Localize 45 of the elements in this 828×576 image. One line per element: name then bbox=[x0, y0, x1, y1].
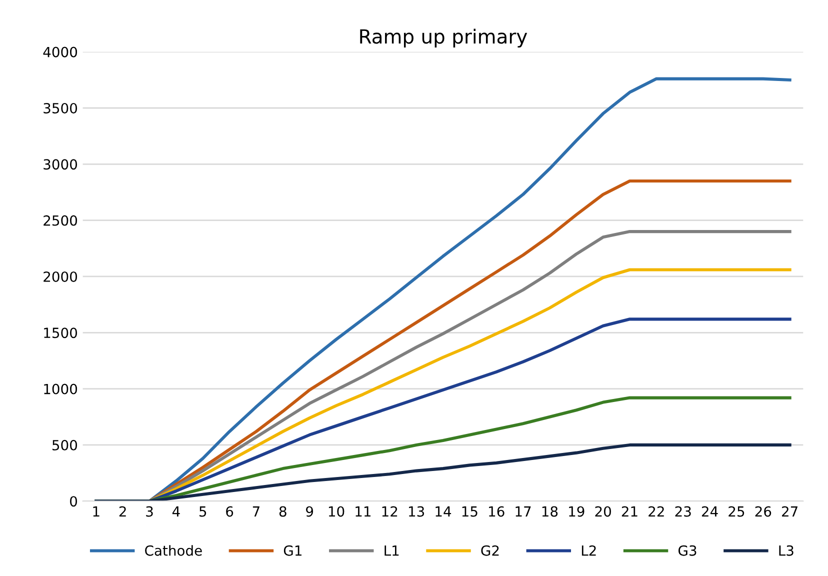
x-tick-label: 20 bbox=[595, 506, 611, 517]
x-tick-label: 24 bbox=[702, 506, 718, 517]
x-tick-label: 12 bbox=[382, 506, 398, 517]
x-tick-label: 27 bbox=[782, 506, 798, 517]
x-tick-label: 6 bbox=[226, 506, 234, 517]
x-tick-label: 25 bbox=[728, 506, 744, 517]
legend-label: Cathode bbox=[145, 545, 202, 556]
x-tick-label: 1 bbox=[93, 506, 100, 517]
x-tick-label: 4 bbox=[172, 506, 180, 517]
x-tick-label: 19 bbox=[569, 506, 584, 517]
y-tick-label: 2500 bbox=[44, 215, 78, 226]
x-tick-label: 18 bbox=[542, 506, 558, 517]
x-tick-label: 17 bbox=[516, 506, 531, 517]
y-tick-label: 3500 bbox=[44, 102, 78, 114]
x-tick-label: 8 bbox=[279, 506, 286, 517]
x-tick-label: 13 bbox=[408, 506, 424, 517]
legend-label: L1 bbox=[384, 545, 399, 556]
x-tick-label: 9 bbox=[306, 506, 314, 517]
y-tick-label: 1000 bbox=[44, 384, 78, 394]
x-tick-label: 11 bbox=[356, 506, 370, 517]
legend-label: G3 bbox=[678, 545, 696, 556]
x-tick-label: 3 bbox=[146, 506, 153, 517]
chart-title: Ramp up primary bbox=[360, 28, 528, 48]
x-tick-label: 23 bbox=[675, 506, 691, 517]
x-tick-label: 14 bbox=[436, 506, 452, 517]
x-tick-label: 22 bbox=[648, 506, 664, 517]
y-tick-label: 2000 bbox=[44, 271, 78, 282]
legend-label: G1 bbox=[284, 545, 302, 556]
x-tick-label: 15 bbox=[462, 506, 478, 517]
x-tick-label: 10 bbox=[328, 506, 344, 517]
y-tick-label: 3000 bbox=[44, 159, 78, 170]
line-series bbox=[94, 443, 792, 502]
x-tick-label: 16 bbox=[489, 506, 504, 517]
y-tick-label: 4000 bbox=[43, 46, 78, 58]
y-tick-label: 500 bbox=[52, 440, 78, 450]
legend-label: L3 bbox=[779, 545, 794, 556]
x-tick-label: 21 bbox=[622, 506, 638, 517]
x-tick-label: 26 bbox=[755, 506, 772, 517]
x-tick-label: 2 bbox=[119, 506, 126, 517]
y-tick-label: 1500 bbox=[44, 328, 78, 338]
x-tick-label: 7 bbox=[252, 506, 260, 517]
legend-label: L2 bbox=[582, 545, 596, 556]
legend-label: G2 bbox=[481, 545, 499, 556]
y-tick-label: 0 bbox=[70, 496, 78, 507]
x-tick-label: 5 bbox=[200, 506, 206, 517]
